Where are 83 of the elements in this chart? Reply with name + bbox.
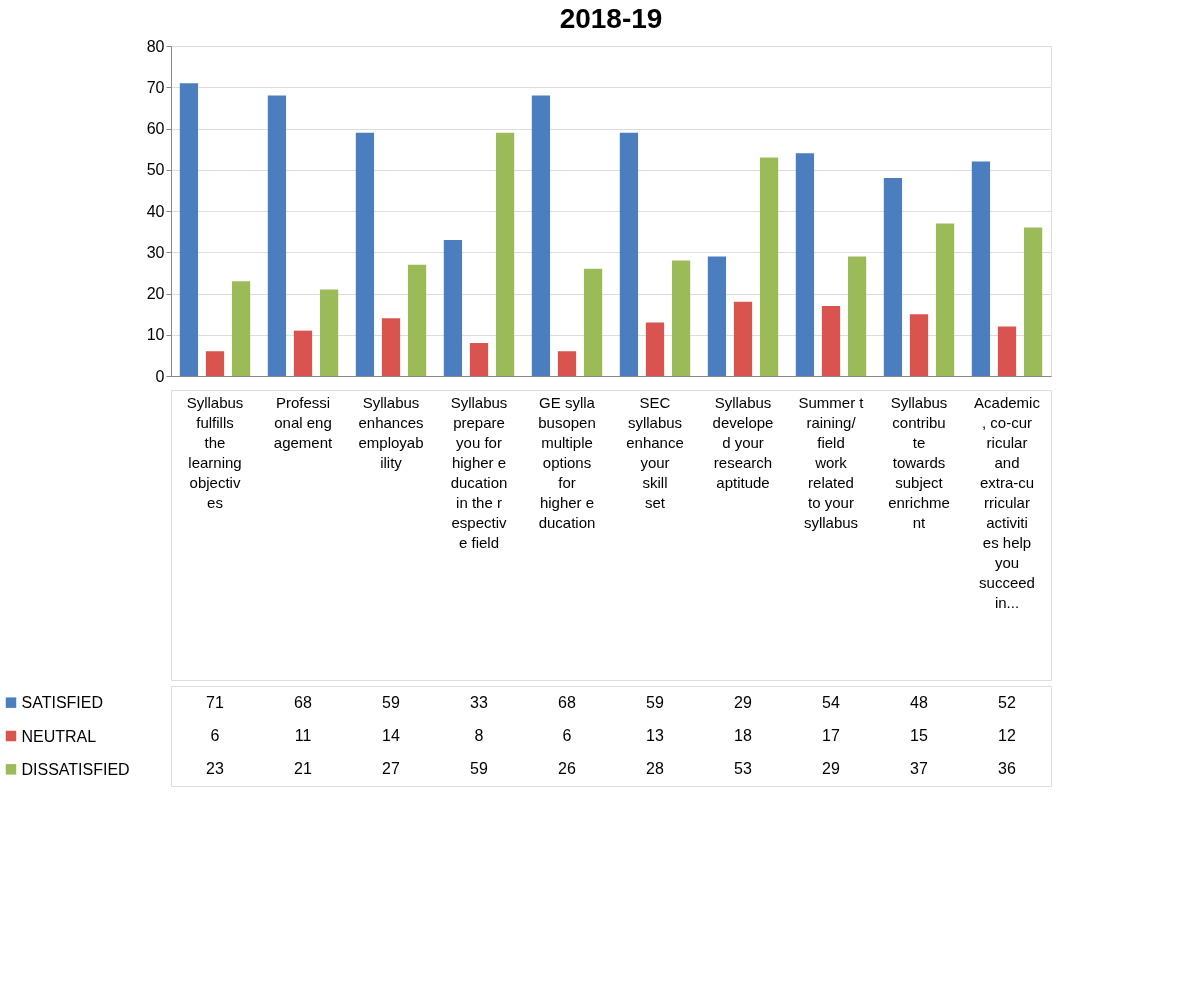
data-label: 26 (558, 760, 576, 778)
y-tick-label: 70 (146, 78, 165, 96)
data-label: 17 (822, 727, 840, 744)
data-label: 13 (646, 727, 664, 744)
bar (267, 95, 287, 376)
bar (847, 256, 867, 376)
bar (583, 268, 603, 376)
data-label: 33 (470, 693, 488, 711)
data-label: 59 (646, 693, 664, 711)
bar (443, 239, 463, 376)
data-label: 59 (470, 760, 488, 778)
data-label: 27 (382, 760, 400, 778)
bar (619, 132, 639, 376)
data-label: 48 (910, 693, 928, 711)
data-label: 6 (210, 727, 220, 744)
data-label: 29 (822, 760, 840, 778)
y-tick-label: 0 (155, 367, 165, 385)
bar (645, 322, 665, 376)
bar (671, 260, 691, 376)
bar (971, 161, 991, 376)
data-label: 8 (474, 727, 484, 744)
bar (293, 330, 313, 376)
bar (231, 281, 251, 376)
y-tick-label: 80 (146, 37, 165, 55)
bar (355, 132, 375, 376)
data-label: 54 (822, 693, 840, 711)
x-tick-label: Professional engagement (273, 394, 334, 451)
data-label: 59 (382, 693, 400, 711)
bar (935, 223, 955, 376)
bar (909, 314, 929, 376)
data-label: 21 (294, 760, 312, 778)
data-label: 71 (206, 693, 224, 711)
y-tick-label: 10 (146, 326, 165, 344)
data-label: 14 (382, 727, 400, 744)
data-label: 68 (294, 693, 312, 711)
bar (759, 157, 779, 376)
y-tick-label: 50 (146, 161, 165, 179)
bar (733, 301, 753, 376)
bar (795, 153, 815, 376)
x-tick-label: Syllabus developed your research aptitude (712, 394, 774, 491)
x-tick-label: Syllabus fulfills the learning objectives (186, 394, 244, 511)
bar (205, 351, 225, 376)
legend-label: DISSATISFIED (21, 760, 130, 778)
data-label: 37 (910, 760, 928, 778)
bar (381, 318, 401, 376)
bar (179, 83, 199, 376)
bar (557, 351, 577, 376)
y-tick-label: 30 (146, 243, 165, 261)
bar (469, 343, 489, 376)
data-label: 53 (734, 760, 752, 778)
x-tick-label: Syllabus prepare you for higher education in the respective field (450, 394, 508, 551)
data-label: 23 (206, 760, 224, 778)
y-tick-label: 20 (146, 285, 165, 302)
bar (407, 264, 427, 376)
bar (495, 132, 515, 376)
legend-label: SATISFIED (21, 694, 103, 712)
bar (707, 256, 727, 376)
data-label: 29 (734, 693, 752, 711)
bar (821, 305, 841, 376)
chart-title: 2018-19 (559, 3, 663, 34)
y-tick-label: 40 (146, 202, 165, 220)
bar (883, 178, 903, 376)
data-label: 18 (734, 727, 752, 744)
data-label: 52 (998, 693, 1016, 711)
y-tick-label: 60 (146, 120, 165, 137)
bar (319, 289, 339, 376)
data-label: 36 (998, 760, 1016, 778)
data-label: 11 (294, 727, 312, 744)
bar (1023, 227, 1043, 376)
category-label: Academic, co-curricular and extra-curricular activities help you succeed in... (974, 394, 1040, 611)
data-label: 28 (646, 760, 664, 778)
bar (531, 95, 551, 376)
bar (997, 326, 1017, 376)
x-tick-label: Syllabus enhances employability (358, 394, 424, 471)
x-tick-label: Syllabus contribute towards subject enrichment (888, 394, 950, 531)
data-label: 68 (558, 693, 576, 711)
x-tick-label: GE syllabusopen multiple options for higher education (538, 394, 596, 531)
data-label: 15 (910, 727, 928, 744)
x-tick-label: Summer training/field work related to your syllabus (798, 394, 865, 531)
data-label: 12 (998, 727, 1016, 744)
data-label: 6 (562, 727, 572, 744)
legend-label: NEUTRAL (21, 727, 97, 745)
x-tick-label: SEC syllabus enhance your skill set (626, 394, 684, 511)
